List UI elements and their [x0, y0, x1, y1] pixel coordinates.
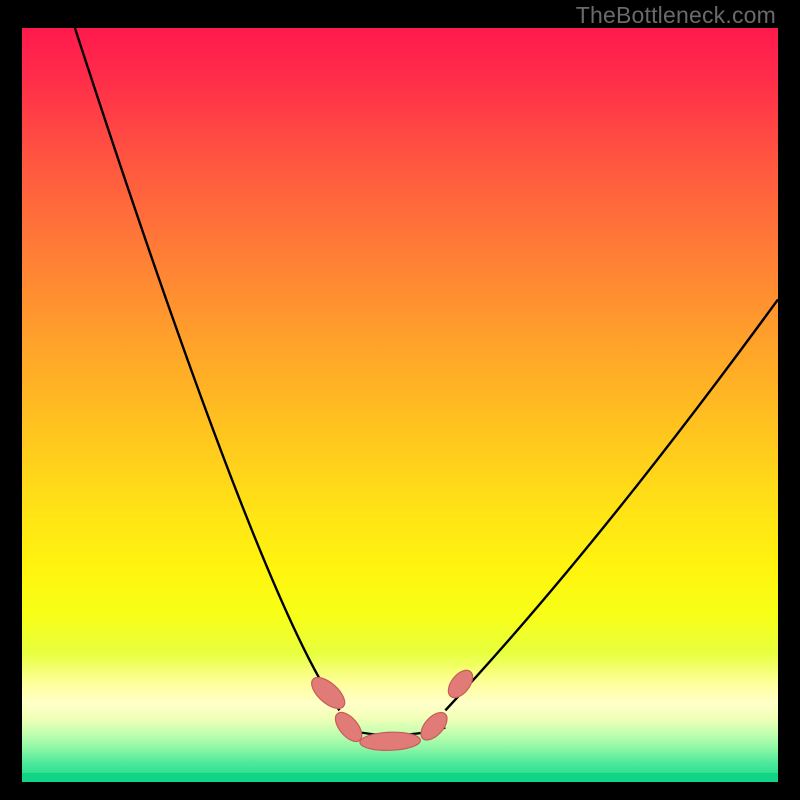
- bottleneck-curve-chart: [22, 28, 778, 782]
- chart-frame: TheBottleneck.com: [0, 0, 800, 800]
- curve-group: [75, 28, 778, 735]
- plot-area: [22, 28, 778, 782]
- valley-markers: [306, 666, 477, 751]
- curve-left-branch: [75, 28, 340, 710]
- valley-marker: [444, 666, 478, 702]
- valley-marker: [306, 672, 349, 714]
- valley-marker: [416, 708, 452, 745]
- curve-right-branch: [445, 299, 778, 710]
- watermark-text: TheBottleneck.com: [576, 2, 776, 29]
